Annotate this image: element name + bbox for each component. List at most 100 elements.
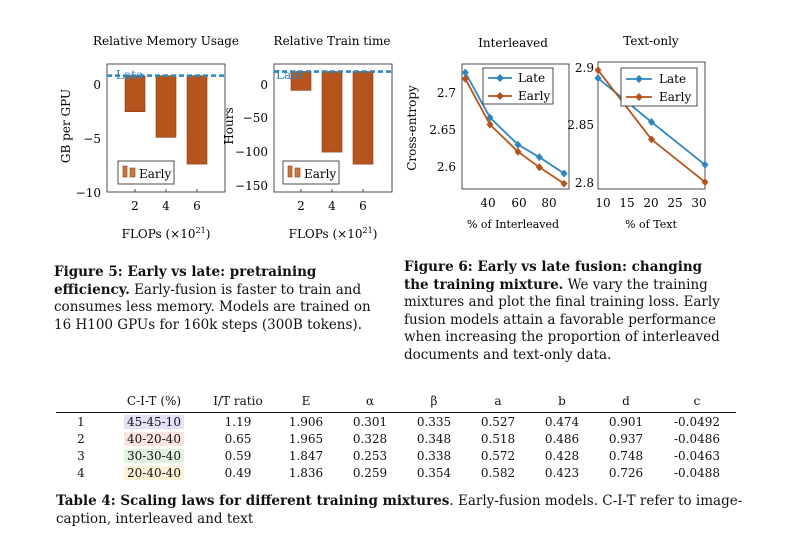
- interleaved-legend-late-label: Late: [518, 71, 545, 85]
- interleaved-point-late: [514, 140, 522, 149]
- col-header: C-I-T (%): [126, 394, 182, 408]
- interleaved-point-early: [461, 74, 469, 83]
- table-cell: 0.474: [544, 414, 580, 429]
- text-only-point-late: [594, 74, 602, 83]
- train-bar-early: [321, 71, 343, 153]
- memory-chart-ylabel: GB per GPU: [59, 89, 73, 163]
- table-4-caption-body: . Early-fusion models. C-I-T refer to im…: [56, 493, 743, 527]
- table-cell: 0.65: [224, 431, 252, 446]
- table-cell: 1.847: [288, 448, 324, 463]
- table-cell: 0.328: [352, 431, 388, 446]
- train-time-ylabel: Hours: [222, 107, 236, 144]
- col-header: b: [558, 394, 566, 408]
- table-cell: 30-30-40: [106, 447, 202, 464]
- interleaved-point-early: [560, 179, 568, 188]
- interleaved-point-early: [535, 163, 543, 172]
- table-row: 1 45-45-10 1.19 1.906 0.301 0.335 0.527 0.474 0.…: [56, 413, 736, 431]
- interleaved-xtick-0: 40: [480, 196, 495, 210]
- text-only-legend-late-label: Late: [659, 72, 686, 86]
- text-only-ytick-1: 2.85: [567, 118, 594, 132]
- memory-xtick-label: 4: [162, 199, 170, 213]
- text-only-frame: [597, 61, 706, 190]
- interleaved-xtick-2: 80: [541, 196, 556, 210]
- memory-legend-box: [117, 160, 175, 185]
- train-xtick-label: 6: [359, 199, 367, 213]
- interleaved-xlabel: % of Interleaved: [467, 218, 559, 231]
- table-cell: 0.301: [352, 414, 388, 429]
- table-cell: 0.748: [608, 448, 644, 463]
- train-legend-label: Early: [304, 167, 336, 181]
- table-cell: 0.572: [480, 448, 516, 463]
- memory-legend-swatch: [129, 167, 136, 178]
- interleaved-point-early: [514, 147, 522, 156]
- table-cell: 0.335: [416, 414, 452, 429]
- text-only-legend-late-marker: [635, 75, 643, 83]
- table-cell: -0.0463: [673, 448, 721, 463]
- text-only-point-early: [594, 66, 602, 75]
- interleaved-legend-box: [482, 67, 554, 105]
- interleaved-legend-late-marker: [496, 74, 504, 82]
- text-only-xtick-4: 30: [691, 196, 706, 210]
- table-cell: 0.59: [224, 448, 252, 463]
- table-cell: 0.486: [544, 431, 580, 446]
- text-only-point-late: [701, 160, 709, 169]
- train-xtick-label: 4: [328, 199, 336, 213]
- memory-bar-early: [155, 75, 177, 138]
- text-only-xtick-1: 15: [619, 196, 634, 210]
- table-4-caption-title: Table 4: Scaling laws for different trai…: [56, 493, 450, 509]
- train-bar-early: [352, 71, 374, 165]
- col-header: α: [365, 394, 375, 408]
- train-time-chart: Relative Train time Hours 2 4 6 0 −50 −100…: [222, 34, 393, 241]
- train-time-frame: [273, 63, 393, 193]
- train-legend-swatch: [287, 165, 293, 178]
- table-cell: -0.0486: [673, 431, 721, 446]
- text-only-legend-early-marker: [635, 93, 643, 101]
- interleaved-point-late: [535, 153, 543, 162]
- table-cell: 0.259: [352, 465, 388, 480]
- text-only-ytick-2: 2.8: [575, 176, 594, 190]
- train-ytick-0: 0: [260, 78, 268, 92]
- table-cell: -0.0492: [673, 414, 721, 429]
- table-row: 2 40-20-40 0.65 1.965 0.328 0.348 0.518 0.486 0.…: [56, 430, 736, 447]
- memory-xtick-label: 2: [131, 199, 139, 213]
- interleaved-frame: [461, 63, 570, 190]
- train-late-label: Late: [276, 68, 303, 82]
- table-cell: 0.937: [608, 431, 644, 446]
- train-xtick-label: 2: [297, 199, 305, 213]
- table-4-caption: Table 4: Scaling laws for different trai…: [56, 492, 746, 528]
- table-cell: 0.49: [224, 465, 252, 480]
- memory-ytick-0: 0: [93, 78, 101, 92]
- train-legend-swatch: [294, 167, 301, 178]
- table-4: C-I-T (%) I/T ratio E α β a b d c 1 45-45…: [56, 392, 736, 481]
- memory-ytick-1: −5: [83, 132, 101, 146]
- text-only-legend-box: [620, 67, 698, 107]
- text-only-point-early: [648, 135, 655, 144]
- scaling-laws-table: C-I-T (%) I/T ratio E α β a b d c 1 45-45…: [56, 392, 736, 481]
- memory-bar-early: [186, 75, 208, 165]
- text-only-xtick-2: 20: [643, 196, 658, 210]
- memory-chart-title: Relative Memory Usage: [93, 34, 239, 48]
- figure-5-caption-title: Figure 5: Early vs late: pretraining eff…: [54, 264, 317, 298]
- interleaved-point-late: [461, 68, 469, 77]
- text-only-legend-early-label: Early: [659, 90, 691, 104]
- mixture-badge: 45-45-10: [124, 414, 184, 429]
- interleaved-ytick-1: 2.65: [429, 123, 456, 137]
- col-header: [56, 392, 106, 413]
- figure-5-caption: Figure 5: Early vs late: pretraining eff…: [54, 264, 384, 334]
- table-cell: 0.338: [416, 448, 452, 463]
- table-cell: 1.906: [288, 414, 324, 429]
- table-row: 3 30-30-40 0.59 1.847 0.253 0.338 0.572 0.428 0.…: [56, 447, 736, 464]
- col-header: c: [693, 394, 701, 408]
- table-cell: 0.527: [480, 414, 516, 429]
- memory-ytick-2: −10: [76, 186, 101, 200]
- text-only-title: Text-only: [623, 34, 679, 48]
- memory-legend-label: Early: [139, 167, 171, 181]
- text-only-point-late: [648, 118, 655, 127]
- table-cell: 0.348: [416, 431, 452, 446]
- memory-xtick-label: 6: [193, 199, 201, 213]
- interleaved-legend-early-marker: [496, 92, 504, 100]
- interleaved-ylabel: Cross-entropy: [405, 85, 419, 171]
- table-cell: 1.836: [288, 465, 324, 480]
- table-cell: 0.423: [544, 465, 580, 480]
- train-ytick-3: −150: [235, 179, 268, 193]
